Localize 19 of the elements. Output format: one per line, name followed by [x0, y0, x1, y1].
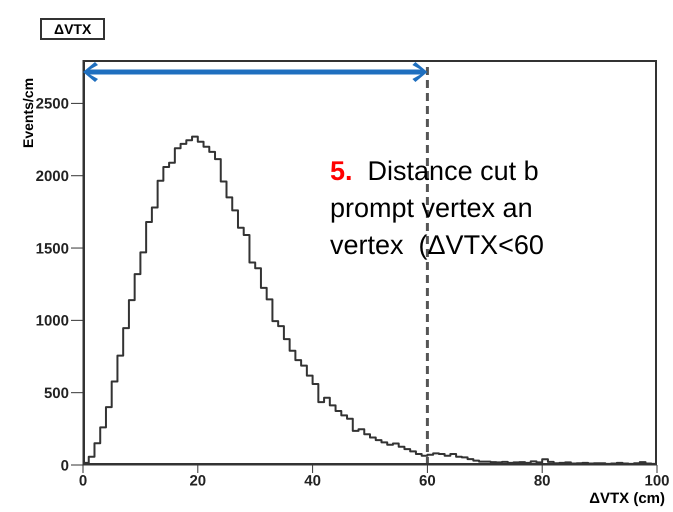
x-tick-label: 100: [644, 472, 670, 490]
annotation: prompt vertex an: [330, 192, 534, 225]
x-tick-label: 60: [419, 472, 436, 490]
annotation: Distance cut b: [368, 156, 539, 186]
x-axis-title: ΔVTX (cm): [589, 490, 665, 507]
y-tick-label: 0: [60, 457, 69, 474]
x-tick-label: 80: [534, 472, 551, 490]
y-axis-title: Events/cm: [20, 78, 36, 148]
x-tick-label: 0: [78, 472, 88, 490]
x-tick-label: 20: [189, 472, 206, 490]
annotation: 5.: [330, 156, 353, 186]
annotation: vertex (ΔVTX<60: [330, 229, 544, 262]
y-tick-label: 500: [44, 385, 69, 402]
x-tick-label: 40: [304, 472, 321, 490]
y-tick-label: 2000: [36, 168, 69, 186]
y-tick-label: 1500: [36, 240, 69, 258]
y-tick-label: 1000: [36, 312, 69, 330]
chart-title: ΔVTX: [40, 18, 106, 40]
y-tick-label: 2500: [36, 96, 69, 113]
